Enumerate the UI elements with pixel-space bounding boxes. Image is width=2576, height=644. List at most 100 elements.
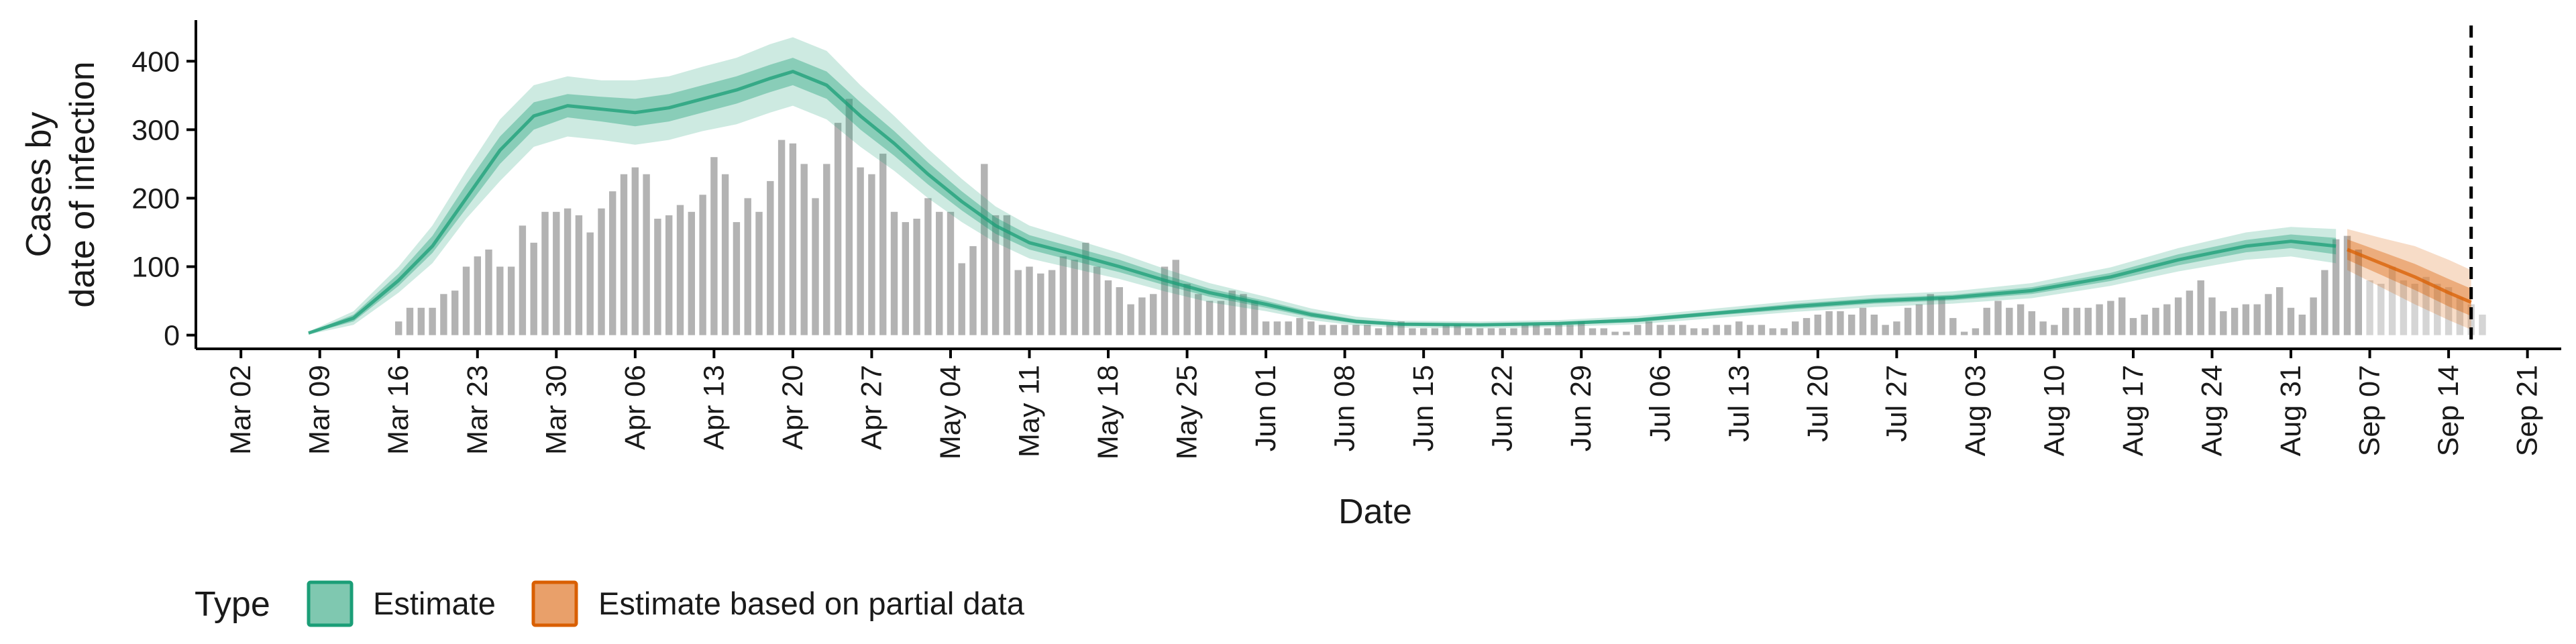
estimate-median-lines xyxy=(308,70,2472,335)
bar xyxy=(406,307,414,335)
x-tick-label: May 18 xyxy=(1092,365,1124,460)
bar xyxy=(2479,315,2486,335)
bar xyxy=(417,307,425,335)
bar xyxy=(2107,301,2114,335)
bar xyxy=(440,294,447,335)
bar xyxy=(2129,318,2137,335)
x-tick-label: Aug 03 xyxy=(1960,365,1992,456)
bar xyxy=(1409,328,1416,335)
y-axis-title-line-2: date of infection xyxy=(63,61,102,307)
bar xyxy=(1352,325,1360,335)
bar xyxy=(1476,328,1484,335)
bar xyxy=(1803,318,1811,335)
bar xyxy=(2062,307,2070,335)
bar xyxy=(812,198,819,335)
bar xyxy=(1014,270,1022,335)
y-ticks: 0 100 200 300 400 xyxy=(131,46,196,352)
bar xyxy=(1566,325,1574,335)
bar xyxy=(1082,242,1089,335)
x-axis-title: Date xyxy=(1338,492,1412,531)
bar xyxy=(2039,321,2047,335)
bar xyxy=(958,263,965,335)
bar xyxy=(733,222,741,335)
bar xyxy=(2343,235,2351,335)
bar xyxy=(991,215,1000,335)
legend-label-estimate: Estimate xyxy=(373,586,496,621)
bar xyxy=(541,211,549,335)
x-tick-label: Jul 06 xyxy=(1644,365,1676,442)
bar xyxy=(1578,321,1585,335)
bar xyxy=(1127,304,1134,335)
bar xyxy=(2163,304,2171,335)
bar xyxy=(1724,325,1731,335)
bar xyxy=(2310,297,2317,335)
bar xyxy=(1510,328,1517,335)
bar xyxy=(620,174,628,335)
bar xyxy=(2242,304,2250,335)
bar xyxy=(767,180,774,335)
bar xyxy=(2276,287,2284,335)
bar xyxy=(1713,325,1720,335)
bar xyxy=(1859,307,1867,335)
bar xyxy=(913,219,920,335)
bar xyxy=(879,154,887,335)
bar xyxy=(1848,315,1856,335)
bar xyxy=(1882,325,1889,335)
bar xyxy=(789,143,797,335)
bar xyxy=(2298,315,2306,335)
bar xyxy=(721,174,729,335)
bar xyxy=(699,195,706,335)
x-tick-label: Jun 01 xyxy=(1250,365,1282,451)
partial-median-line xyxy=(2347,248,2472,304)
partial-ribbon-50 xyxy=(2347,239,2471,316)
bar xyxy=(1735,321,1743,335)
bar xyxy=(2265,294,2272,335)
bar xyxy=(1454,325,1461,335)
bar xyxy=(1318,325,1326,335)
bar xyxy=(936,211,943,335)
bar xyxy=(2006,307,2013,335)
bar xyxy=(1104,280,1112,335)
bar xyxy=(1701,328,1709,335)
bar xyxy=(969,246,977,335)
bar xyxy=(2422,276,2430,335)
bar xyxy=(1780,328,1788,335)
x-tick-label: Aug 24 xyxy=(2196,365,2228,456)
bar xyxy=(1375,328,1383,335)
bar xyxy=(1983,307,1990,335)
bar xyxy=(1837,311,1844,335)
bar xyxy=(2197,280,2204,335)
bar xyxy=(1915,304,1923,335)
bar xyxy=(2355,250,2362,335)
x-tick-label: Jul 20 xyxy=(1802,365,1834,442)
bar xyxy=(519,225,527,335)
legend-key-partial xyxy=(531,580,578,627)
x-tick-label: Mar 23 xyxy=(462,365,494,455)
x-tick-label: Jul 27 xyxy=(1880,365,1913,442)
bar xyxy=(2118,297,2126,335)
plot-area xyxy=(308,25,2486,349)
partial-ribbon-90 xyxy=(2347,229,2471,330)
y-tick-label: 200 xyxy=(131,182,180,215)
bar xyxy=(2366,280,2373,335)
x-ticks: Mar 02 Mar 09 Mar 16 Mar 23 Mar 30 Apr 06 Apr … xyxy=(225,349,2544,460)
bar xyxy=(1893,321,1900,335)
bar xyxy=(1600,328,1607,335)
bar xyxy=(575,215,583,335)
bar xyxy=(1870,315,1878,335)
x-tick-label: Jun 22 xyxy=(1487,365,1519,451)
bar xyxy=(474,256,481,335)
bar xyxy=(553,211,560,335)
y-tick-label: 100 xyxy=(131,252,180,284)
legend: Type Estimate Estimate based on partial … xyxy=(195,580,1025,627)
bar xyxy=(2231,307,2239,335)
bar xyxy=(1521,325,1529,335)
bar xyxy=(1690,328,1698,335)
x-tick-label: Jul 13 xyxy=(1723,365,1755,442)
bar xyxy=(429,307,436,335)
bar xyxy=(2073,307,2081,335)
bar xyxy=(755,211,763,335)
bar xyxy=(1623,331,1630,335)
